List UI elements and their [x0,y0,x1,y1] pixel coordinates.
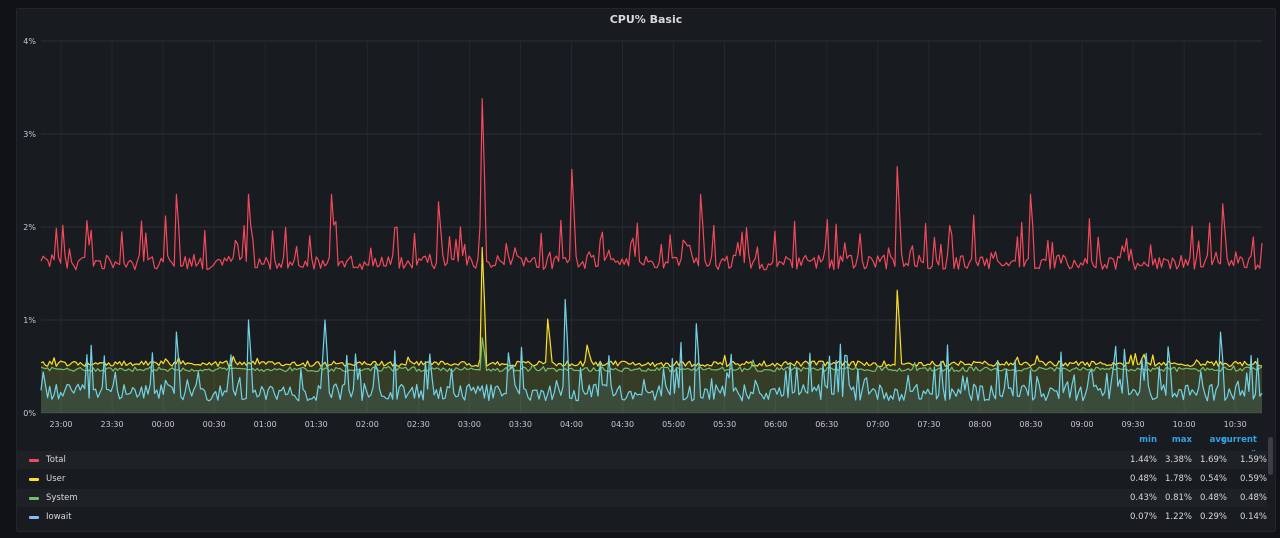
chevron-down-icon: ⌄ [1249,445,1257,455]
legend-value-max: 0.81% [1164,493,1192,503]
x-tick-label: 01:30 [305,420,328,429]
legend-row-system[interactable]: System 0.43% 0.81% 0.48% 0.48% [17,489,1267,507]
x-tick-label: 07:00 [866,420,889,429]
legend-value-min: 1.44% [1129,455,1157,465]
legend-header-current-label: current [1221,435,1257,445]
series-line-total[interactable] [40,98,1263,271]
chart-series [40,98,1263,413]
legend-value-min: 0.43% [1129,493,1157,503]
legend-swatch[interactable] [29,459,39,462]
y-tick-label: 3% [23,130,36,139]
panel-title[interactable]: CPU% Basic [609,13,683,26]
x-tick-label: 02:00 [356,420,379,429]
legend-value-current: 0.59% [1239,474,1267,484]
legend-value-current: 0.48% [1239,493,1267,503]
x-tick-label: 09:30 [1122,420,1145,429]
legend-row-total[interactable]: Total 1.44% 3.38% 1.69% 1.59% [17,451,1267,469]
legend-value-max: 1.78% [1164,474,1192,484]
legend-value-avg: 0.29% [1199,512,1227,522]
legend-value-avg: 0.48% [1199,493,1227,503]
legend-header-current[interactable]: current ⌄ [1217,435,1257,455]
legend-value-max: 3.38% [1164,455,1192,465]
chart-grid [41,40,1262,414]
legend-value-avg: 0.54% [1199,474,1227,484]
legend-header-avg[interactable]: avg [1209,435,1227,445]
series-line-system[interactable] [40,337,1263,373]
legend-swatch[interactable] [29,497,39,500]
x-tick-label: 04:00 [560,420,583,429]
x-tick-label: 23:00 [49,420,72,429]
x-tick-label: 00:30 [203,420,226,429]
x-tick-label: 03:00 [458,420,481,429]
x-tick-label: 03:30 [509,420,532,429]
x-tick-label: 08:00 [968,420,991,429]
series-fill-iowait [41,299,1262,413]
x-tick-label: 00:00 [152,420,175,429]
legend-row-iowait[interactable]: Iowait 0.07% 1.22% 0.29% 0.14% [17,508,1267,526]
x-axis: 23:00 23:30 00:00 00:30 01:00 01:30 02:00 02:30… [49,420,1246,429]
series-line-iowait[interactable] [40,298,1263,402]
legend-row-user[interactable]: User 0.48% 1.78% 0.54% 0.59% [17,470,1267,488]
x-tick-label: 06:30 [815,420,838,429]
legend-scrollbar[interactable] [1268,437,1273,475]
x-tick-label: 08:30 [1019,420,1042,429]
legend-series-name[interactable]: Total [46,455,66,465]
legend-value-max: 1.22% [1164,512,1192,522]
y-tick-label: 1% [23,316,36,325]
legend-value-current: 1.59% [1239,455,1267,465]
legend-value-current: 0.14% [1239,512,1267,522]
x-tick-label: 01:00 [254,420,277,429]
y-axis: 0% 1% 2% 3% 4% [23,37,36,418]
legend-value-avg: 1.69% [1199,455,1227,465]
x-tick-label: 23:30 [101,420,124,429]
x-tick-label: 09:00 [1070,420,1093,429]
x-tick-label: 05:30 [713,420,736,429]
cpu-panel: CPU% Basic 0% 1% 2% 3% 4% 23:00 23:30 00:00 00:… [16,8,1276,532]
legend-header-max[interactable]: max [1171,435,1192,445]
x-tick-label: 10:00 [1173,420,1196,429]
legend-swatch[interactable] [29,478,39,481]
x-tick-label: 04:30 [611,420,634,429]
legend-value-min: 0.07% [1129,512,1157,522]
x-tick-label: 05:00 [662,420,685,429]
x-tick-label: 06:00 [764,420,787,429]
y-tick-label: 4% [23,37,36,46]
legend-series-name[interactable]: User [46,474,66,484]
legend-swatch[interactable] [29,516,39,519]
x-tick-label: 10:30 [1224,420,1247,429]
legend-value-min: 0.48% [1129,474,1157,484]
x-tick-label: 07:30 [917,420,940,429]
legend-series-name[interactable]: System [46,493,78,503]
y-tick-label: 0% [23,409,36,418]
series-line-user[interactable] [40,246,1263,368]
x-tick-label: 02:30 [407,420,430,429]
legend-series-name[interactable]: Iowait [46,512,72,522]
y-tick-label: 2% [23,223,36,232]
cpu-chart: 0% 1% 2% 3% 4% 23:00 23:30 00:00 00:30 01:00 01:3… [23,37,1263,429]
legend-header-min[interactable]: min [1139,435,1157,445]
